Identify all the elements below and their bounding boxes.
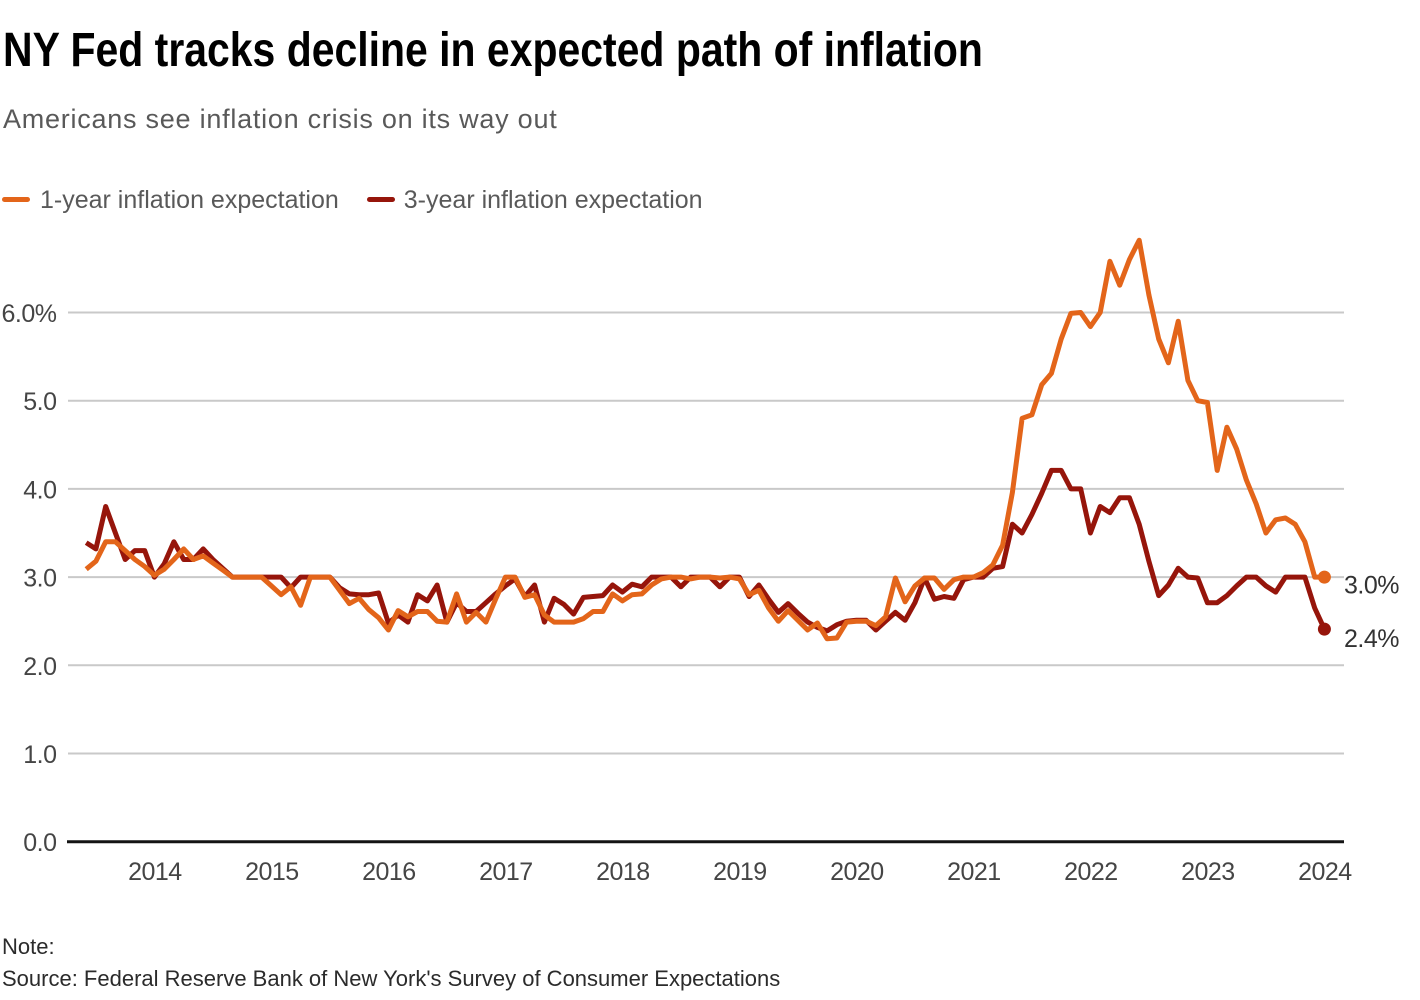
- svg-text:5.0: 5.0: [23, 388, 56, 416]
- svg-text:2015: 2015: [245, 858, 299, 886]
- svg-text:2022: 2022: [1064, 858, 1118, 886]
- svg-text:6.0%: 6.0%: [2, 300, 57, 328]
- svg-text:2024: 2024: [1298, 858, 1352, 886]
- svg-text:2023: 2023: [1181, 858, 1235, 886]
- svg-text:2.0: 2.0: [23, 653, 56, 681]
- svg-text:2020: 2020: [830, 858, 884, 886]
- svg-text:2018: 2018: [596, 858, 650, 886]
- svg-text:3.0%: 3.0%: [1344, 572, 1399, 600]
- svg-text:2016: 2016: [362, 858, 416, 886]
- svg-text:2.4%: 2.4%: [1344, 625, 1399, 653]
- svg-text:2021: 2021: [947, 858, 1001, 886]
- svg-text:0.0: 0.0: [23, 829, 56, 857]
- svg-text:2017: 2017: [479, 858, 533, 886]
- svg-text:4.0: 4.0: [23, 476, 56, 504]
- svg-text:3.0: 3.0: [23, 565, 56, 593]
- svg-text:2019: 2019: [713, 858, 767, 886]
- svg-text:1.0: 1.0: [23, 741, 56, 769]
- svg-text:2014: 2014: [128, 858, 182, 886]
